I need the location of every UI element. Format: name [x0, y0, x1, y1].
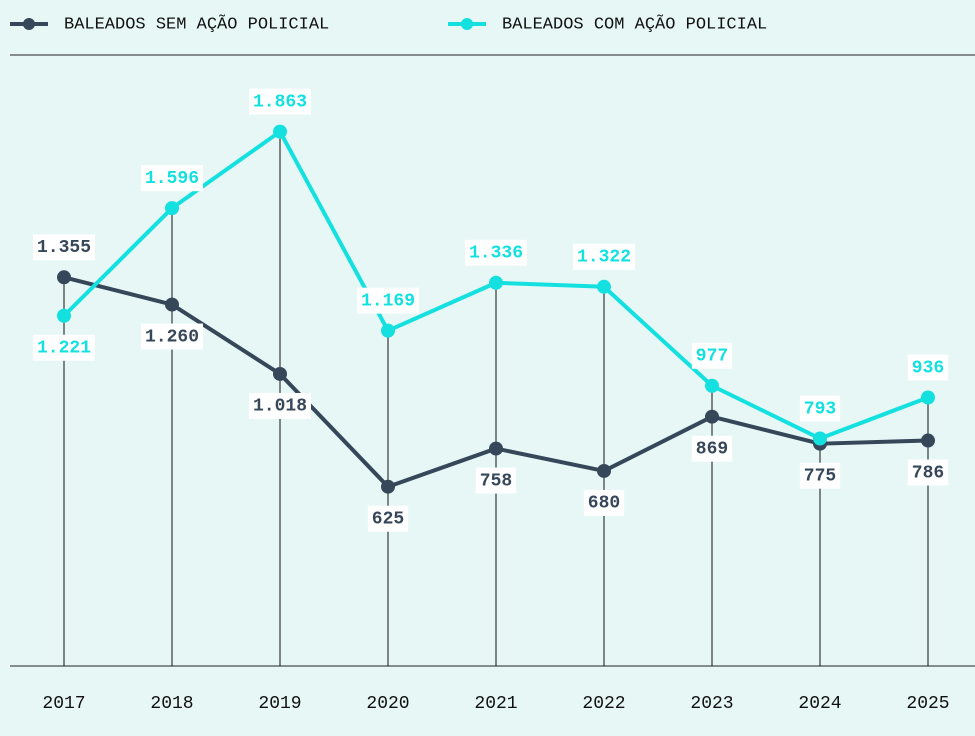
value-label-group: 1.018 [248, 392, 312, 419]
value-label: 1.322 [577, 248, 631, 268]
point [921, 433, 935, 448]
point [381, 323, 395, 338]
value-label-group: 1.169 [356, 287, 420, 314]
value-label: 1.169 [361, 291, 415, 311]
value-label: 1.596 [145, 169, 199, 189]
value-label: 680 [588, 494, 620, 514]
point [273, 124, 287, 139]
value-label-bg [799, 395, 841, 422]
value-label-group: 1.221 [32, 334, 96, 361]
point [165, 201, 179, 216]
point [57, 270, 71, 285]
value-label-bg [691, 342, 733, 369]
value-label-bg [248, 88, 312, 115]
x-tick-label: 2017 [42, 694, 85, 714]
value-label: 936 [912, 358, 944, 378]
value-label-group: 1.596 [140, 165, 204, 192]
value-label-group: 786 [907, 459, 949, 486]
legend-label: BALEADOS SEM AÇÃO POLICIAL [64, 14, 329, 34]
point [381, 479, 395, 494]
value-label-bg [475, 467, 517, 494]
x-tick-label: 2020 [366, 694, 409, 714]
value-label: 977 [696, 346, 728, 366]
x-tick-label: 2024 [798, 694, 841, 714]
value-label-bg [583, 489, 625, 516]
value-label-bg [907, 459, 949, 486]
value-label-bg [691, 435, 733, 462]
x-tick-label: 2019 [258, 694, 301, 714]
value-label: 775 [804, 466, 836, 486]
value-label-group: 869 [691, 435, 733, 462]
x-tick-label: 2025 [906, 694, 949, 714]
legend-dot [23, 18, 35, 30]
point [705, 378, 719, 393]
value-label: 1.336 [469, 244, 523, 264]
value-label-group: 1.355 [32, 234, 96, 261]
point [705, 409, 719, 424]
point [813, 431, 827, 446]
value-label-group: 775 [799, 462, 841, 489]
value-label-bg [907, 354, 949, 381]
legend-dot [461, 18, 473, 30]
value-label-group: 758 [475, 467, 517, 494]
value-label: 1.018 [253, 397, 307, 417]
point [165, 297, 179, 312]
value-label: 1.260 [145, 327, 199, 347]
value-label: 793 [804, 399, 836, 419]
x-tick-label: 2021 [474, 694, 517, 714]
value-label-bg [140, 165, 204, 192]
value-label-bg [799, 462, 841, 489]
x-tick-label: 2023 [690, 694, 733, 714]
value-label-group: 936 [907, 354, 949, 381]
value-label-bg [356, 287, 420, 314]
value-label: 1.221 [37, 339, 91, 359]
point [597, 279, 611, 294]
value-label: 869 [696, 439, 728, 459]
point [597, 463, 611, 478]
value-label-bg [32, 334, 96, 361]
x-tick-label: 2022 [582, 694, 625, 714]
value-label-group: 680 [583, 489, 625, 516]
x-tick-label: 2018 [150, 694, 193, 714]
point [921, 390, 935, 405]
value-label: 758 [480, 471, 512, 491]
value-label-group: 1.260 [140, 323, 204, 350]
value-label: 786 [912, 463, 944, 483]
point [489, 441, 503, 456]
value-label: 1.863 [253, 92, 307, 112]
legend-label: BALEADOS COM AÇÃO POLICIAL [502, 14, 767, 34]
value-label: 625 [372, 509, 404, 529]
value-label-bg [248, 392, 312, 419]
point [489, 275, 503, 290]
value-label-group: 793 [799, 395, 841, 422]
point [273, 366, 287, 381]
value-label-bg [464, 239, 528, 266]
value-label-group: 625 [367, 505, 409, 532]
value-label-group: 1.863 [248, 88, 312, 115]
value-label-bg [140, 323, 204, 350]
value-label-group: 1.322 [572, 243, 636, 270]
value-label-bg [367, 505, 409, 532]
value-label-bg [32, 234, 96, 261]
value-label-bg [572, 243, 636, 270]
value-label-group: 977 [691, 342, 733, 369]
point [57, 308, 71, 323]
value-label: 1.355 [37, 238, 91, 258]
value-label-group: 1.336 [464, 239, 528, 266]
